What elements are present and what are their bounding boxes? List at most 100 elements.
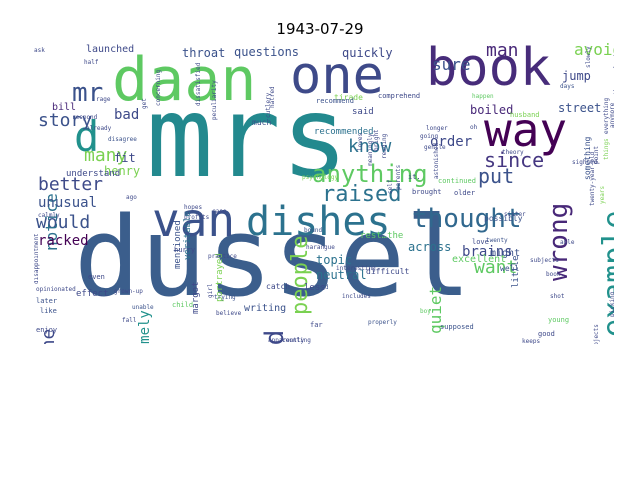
cloud-word: daan: [112, 45, 257, 115]
cloud-word: racked: [38, 233, 89, 249]
cloud-word: quickly: [342, 46, 393, 60]
cloud-word: enjoy: [36, 326, 58, 334]
cloud-word: fit: [114, 151, 136, 165]
cloud-word: continued: [438, 177, 476, 185]
cloud-word: subjects: [593, 324, 600, 344]
cloud-word: thought: [412, 204, 522, 234]
cloud-word: husband: [510, 111, 540, 119]
cloud-word: might: [490, 248, 521, 259]
cloud-word: far: [310, 321, 323, 329]
cloud-word: throat: [182, 46, 226, 60]
cloud-word: much: [252, 118, 272, 127]
cloud-word: things: [603, 138, 610, 160]
cloud-word: love: [472, 238, 489, 246]
cloud-word: interesting: [336, 265, 376, 272]
cloud-word: possibly: [484, 214, 523, 223]
cloud-word: excellent: [452, 254, 507, 265]
cloud-word: rage: [96, 96, 111, 103]
cloud-word: reading: [381, 133, 388, 159]
cloud-word: profits: [184, 214, 210, 221]
cloud-word: jump: [562, 69, 591, 83]
cloud-word: includes: [342, 293, 371, 300]
cloud-word: anything: [312, 160, 428, 188]
cloud-word: respond: [72, 114, 98, 121]
cloud-word: ago: [126, 194, 137, 201]
cloud-word: brought: [412, 188, 442, 196]
cloud-word: apparently: [268, 337, 305, 344]
cloud-word: bill: [52, 102, 77, 113]
cloud-word: comprehend: [378, 92, 421, 100]
cloud-word: difficult: [366, 267, 410, 276]
cloud-word: keeps: [522, 338, 541, 345]
cloud-word: unable: [132, 304, 154, 311]
cloud-word: already: [86, 125, 112, 132]
cloud-word: man: [486, 42, 519, 61]
cloud-word: years: [599, 185, 606, 204]
cloud-word: extremely: [137, 310, 153, 344]
cloud-word: subjects: [530, 257, 559, 264]
cloud-word: book: [426, 42, 552, 98]
cloud-word: peculiarity: [211, 80, 218, 120]
cloud-word: across: [408, 240, 452, 254]
cloud-word: later: [36, 297, 58, 305]
cloud-word: order: [430, 134, 473, 150]
cloud-word: bound: [304, 227, 323, 234]
cloud-word: properly: [368, 319, 397, 326]
cloud-word: able: [560, 239, 575, 246]
cloud-word: even: [88, 273, 105, 281]
cloud-word: van: [152, 193, 236, 247]
word-cloud: dusselmrsibookonedaanwayvandishesdmrexam…: [34, 42, 614, 344]
cloud-word: calmly: [38, 212, 60, 219]
cloud-word: days: [560, 83, 575, 90]
cloud-word: margot: [191, 281, 201, 314]
cloud-word: mr: [72, 78, 104, 108]
cloud-word: oh: [470, 124, 478, 131]
cloud-word: tirade: [334, 93, 363, 102]
cloud-word: girl: [207, 283, 214, 298]
cloud-word: understand: [66, 169, 121, 179]
cloud-word: better: [38, 174, 104, 195]
cloud-word: recommend: [316, 97, 354, 105]
cloud-word: hurry: [174, 246, 196, 254]
cloud-word: ask: [34, 47, 45, 54]
cloud-word: rest…the: [360, 231, 404, 241]
cloud-word: boiled: [470, 103, 514, 117]
cloud-word: child: [172, 301, 194, 309]
cloud-word: effect: [76, 289, 109, 299]
cloud-word: sighted: [572, 159, 598, 166]
cloud-word: slowly: [585, 46, 592, 68]
cloud-word: less: [304, 283, 326, 293]
cloud-word: said: [352, 107, 374, 117]
cloud-word: parents: [395, 164, 402, 190]
cloud-word: brains: [462, 244, 513, 260]
cloud-word: dussel: [74, 193, 472, 321]
cloud-word: recommended: [314, 127, 374, 137]
cloud-word: catch: [266, 282, 291, 291]
cloud-word: loves: [357, 132, 364, 151]
cloud-word: well: [500, 264, 520, 273]
cloud-word: psychology: [302, 174, 339, 181]
cloud-word: sister: [504, 211, 526, 218]
cloud-word: grown-up: [114, 288, 143, 295]
cloud-word: self: [387, 179, 394, 194]
cloud-word: point: [593, 145, 600, 164]
cloud-word: fall: [122, 317, 137, 324]
cloud-word: half: [84, 59, 99, 66]
cloud-word: gentle: [424, 144, 446, 151]
cloud-word: twenty: [486, 237, 508, 244]
cloud-word: avoid: [574, 42, 614, 59]
cloud-word: theory: [502, 149, 524, 156]
cloud-word: example: [597, 210, 614, 337]
figure-title: 1943-07-29: [276, 20, 364, 38]
cloud-word: unusual: [38, 195, 98, 211]
cloud-word: sure: [432, 55, 471, 74]
cloud-word: dishes: [246, 199, 391, 245]
cloud-word: bad: [114, 107, 140, 123]
cloud-word: opinionated: [36, 286, 76, 293]
cloud-word: dissatisfied: [195, 62, 202, 106]
cloud-word: launched: [86, 44, 135, 55]
cloud-word: concerning: [155, 69, 162, 106]
cloud-word: counting: [282, 337, 311, 344]
cloud-word: harangue: [306, 244, 335, 251]
cloud-word: it.: [408, 173, 421, 181]
